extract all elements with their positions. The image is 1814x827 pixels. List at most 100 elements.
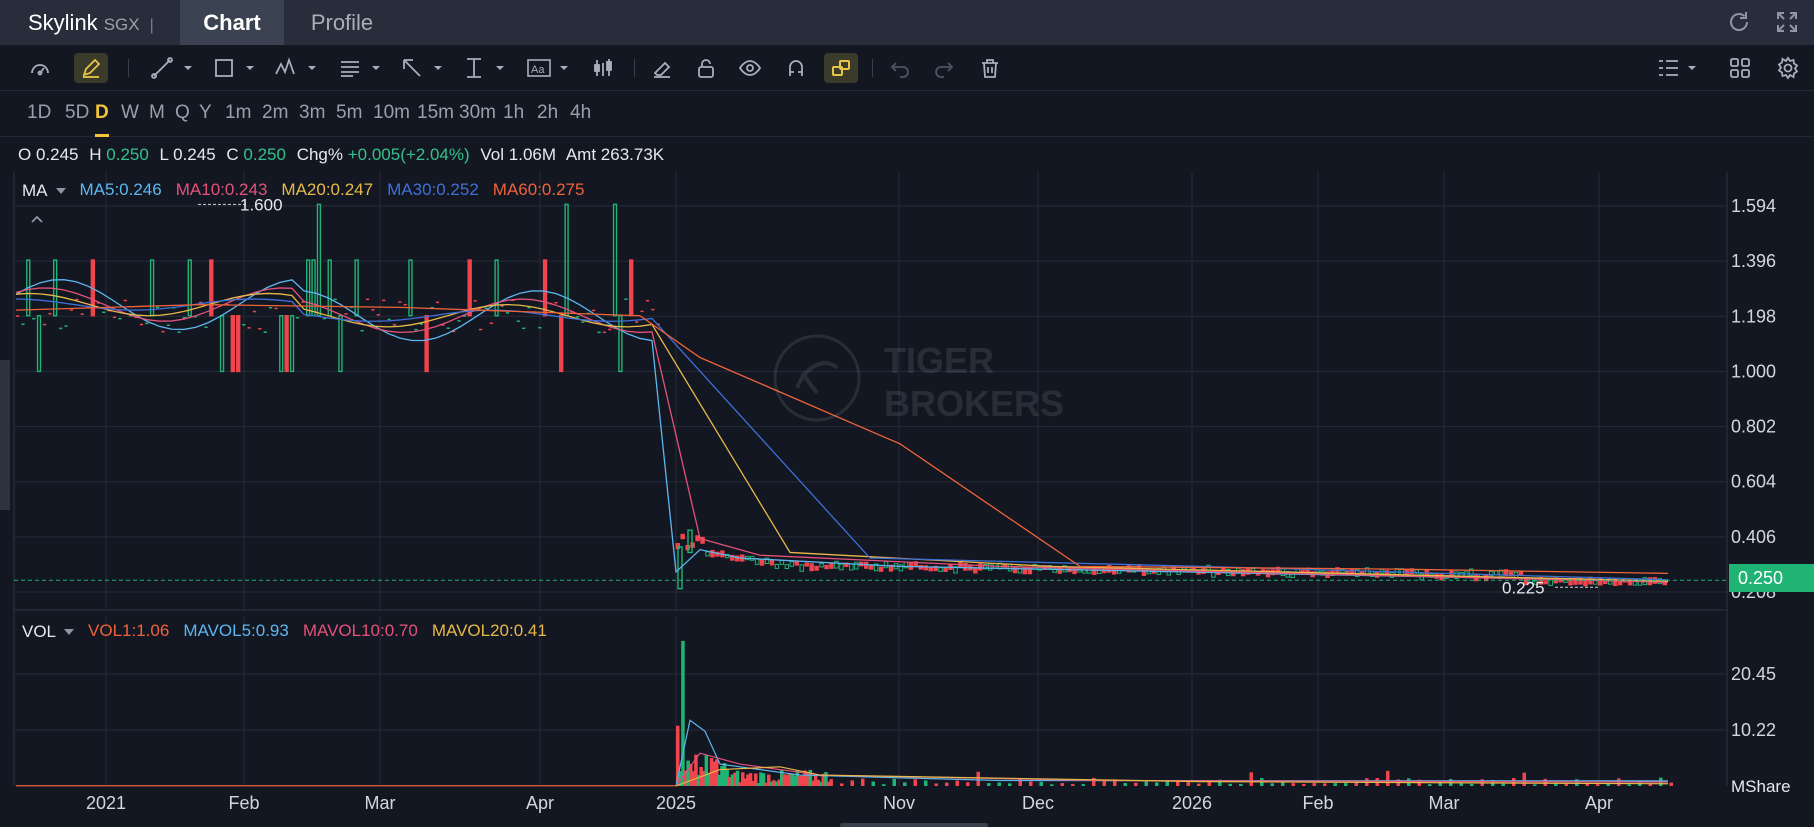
- volume-bar: [1291, 783, 1295, 786]
- settings-icon[interactable]: [1774, 53, 1802, 83]
- arrow-tool-icon[interactable]: [400, 53, 446, 83]
- candle: [849, 563, 854, 571]
- ohlc-quote-line: O 0.245 H 0.250 L 0.245 C 0.250 Chg% +0.…: [18, 145, 670, 167]
- speedometer-icon[interactable]: [24, 53, 56, 83]
- link-icon[interactable]: [824, 53, 858, 83]
- y-tick-label: 1.198: [1731, 306, 1776, 326]
- volume-bar: [913, 779, 917, 786]
- fullscreen-icon[interactable]: [1774, 9, 1800, 35]
- candle: [978, 563, 983, 571]
- volume-bar: [782, 774, 787, 786]
- volume-bar: [756, 783, 761, 786]
- undo-icon[interactable]: [886, 53, 914, 83]
- measure-tool-icon[interactable]: [462, 53, 508, 83]
- volume-bar: [850, 780, 854, 786]
- period-y[interactable]: Y: [199, 102, 212, 123]
- pattern-tool-icon[interactable]: [274, 53, 320, 83]
- y-tick-label: 0.604: [1731, 472, 1776, 492]
- volume-bar: [741, 772, 745, 786]
- candle: [1007, 563, 1013, 572]
- volume-bar: [813, 774, 818, 786]
- low-value: 0.245: [173, 145, 216, 164]
- mavol5-line: [675, 719, 1669, 787]
- period-d[interactable]: D: [95, 91, 109, 137]
- candle: [612, 203, 618, 317]
- period-1h[interactable]: 1h: [503, 102, 525, 123]
- period-3m[interactable]: 3m: [299, 102, 326, 123]
- period-15m[interactable]: 15m: [417, 102, 454, 123]
- horizontal-scrollbar[interactable]: [840, 823, 988, 827]
- candle: [983, 564, 988, 570]
- ma-legend-item: MA30:0.252: [387, 180, 479, 199]
- close-label: C: [226, 145, 239, 164]
- period-30m[interactable]: 30m: [459, 102, 496, 123]
- grid-icon[interactable]: [1726, 53, 1754, 83]
- period-q[interactable]: Q: [175, 102, 190, 123]
- tab-profile[interactable]: Profile: [310, 10, 374, 35]
- indicators-icon[interactable]: [588, 53, 618, 83]
- toolbar-divider: [634, 59, 635, 77]
- period-10m[interactable]: 10m: [373, 102, 410, 123]
- candle: [424, 315, 429, 373]
- toolbar-divider: [872, 59, 873, 77]
- side-panel-handle[interactable]: [0, 360, 10, 510]
- volume-bar: [1060, 783, 1064, 786]
- period-1m[interactable]: 1m: [225, 102, 252, 123]
- volume-bar: [1648, 783, 1652, 786]
- candle: [794, 561, 800, 566]
- period-1d[interactable]: 1D: [27, 102, 52, 123]
- tab-chart[interactable]: Chart: [180, 0, 284, 45]
- pencil-icon[interactable]: [74, 53, 108, 83]
- candle: [680, 533, 685, 540]
- period-2h[interactable]: 2h: [537, 102, 559, 123]
- vol-indicator-name: VOL: [22, 622, 57, 641]
- open-value: 0.245: [35, 145, 79, 164]
- title-bar: Skylink SGX | Chart Profile: [0, 0, 1814, 45]
- candle: [809, 563, 814, 572]
- period-w[interactable]: W: [121, 102, 139, 123]
- magnet-icon[interactable]: [782, 53, 810, 83]
- lock-icon[interactable]: [692, 53, 720, 83]
- candle: [1488, 570, 1494, 577]
- toolbar-divider: [128, 59, 129, 77]
- period-5d[interactable]: 5D: [65, 102, 90, 123]
- refresh-icon[interactable]: [1726, 9, 1752, 35]
- change-label: Chg%: [296, 145, 343, 164]
- volume-bar: [966, 782, 970, 786]
- redo-icon[interactable]: [930, 53, 958, 83]
- period-5m[interactable]: 5m: [336, 102, 363, 123]
- period-4h[interactable]: 4h: [570, 102, 592, 123]
- text-tool-icon[interactable]: Aa: [526, 53, 572, 83]
- fibonacci-tool-icon[interactable]: [338, 53, 384, 83]
- layout-list-icon[interactable]: [1656, 53, 1700, 83]
- candle: [1578, 577, 1583, 585]
- candle: [284, 315, 289, 373]
- ma10-line: [15, 287, 1669, 583]
- ma30-line: [15, 298, 1669, 581]
- eye-icon[interactable]: [736, 53, 764, 83]
- line-tool-icon[interactable]: [150, 53, 196, 83]
- ma-indicator-selector[interactable]: MA: [22, 180, 66, 202]
- volume-bar: [1669, 782, 1673, 786]
- volume-bar: [1438, 781, 1442, 786]
- eraser-icon[interactable]: [648, 53, 676, 83]
- trash-icon[interactable]: [976, 53, 1004, 83]
- volume-bar: [987, 783, 991, 786]
- mavol10-line: [675, 752, 1669, 787]
- vol-indicator-selector[interactable]: VOL: [22, 621, 75, 643]
- rectangle-tool-icon[interactable]: [212, 53, 258, 83]
- period-2m[interactable]: 2m: [262, 102, 289, 123]
- candle: [36, 315, 42, 373]
- vol-legend-item: MAVOL5:0.93: [183, 621, 289, 640]
- volume-bar: [1207, 782, 1211, 786]
- period-m[interactable]: M: [149, 102, 165, 123]
- volume-bar: [707, 772, 711, 786]
- collapse-icon[interactable]: [28, 212, 46, 226]
- candle: [559, 315, 564, 373]
- volume-bar: [683, 770, 688, 786]
- vol-legend-item: MAVOL20:0.41: [431, 621, 547, 640]
- candle: [705, 551, 710, 557]
- x-tick-label: Feb: [228, 793, 259, 813]
- last-price-tag: 0.250: [1729, 564, 1814, 592]
